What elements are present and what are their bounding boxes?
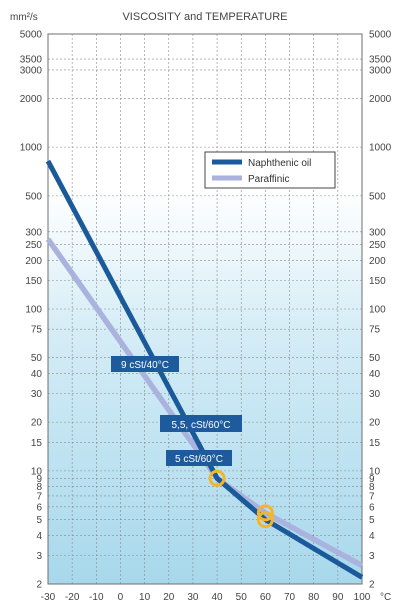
x-tick-label: 100 xyxy=(354,592,371,601)
x-tick-label: 10 xyxy=(139,592,151,601)
y-tick-label: 250 xyxy=(25,240,42,251)
y-tick-label: 75 xyxy=(31,325,43,336)
annotation-label-box xyxy=(166,450,232,466)
y-tick-label: 6 xyxy=(369,502,375,513)
y-tick-label: 200 xyxy=(25,256,42,267)
y-tick-label: 100 xyxy=(25,305,42,316)
y-tick-label: 1000 xyxy=(369,143,392,154)
y-tick-label: 500 xyxy=(25,191,42,202)
y-tick-label: 8 xyxy=(36,482,42,493)
y-tick-label: 75 xyxy=(369,325,381,336)
annotation-markers xyxy=(208,469,274,529)
y-tick-label: 1000 xyxy=(20,143,43,154)
y-tick-label: 500 xyxy=(369,191,386,202)
annotation-5-5cst-60c: 5,5, cSt/60°C xyxy=(160,415,242,432)
y-tick-label: 8 xyxy=(369,482,375,493)
y-tick-label: 5000 xyxy=(369,30,392,41)
y-tick-label: 30 xyxy=(369,389,381,400)
y-tick-label: 300 xyxy=(25,227,42,238)
annotation-label-box xyxy=(160,415,242,432)
y-tick-label: 300 xyxy=(369,227,386,238)
x-axis-unit: °C xyxy=(380,592,391,601)
annotation-label: 9 cSt/40°C xyxy=(121,360,169,371)
legend-label-paraffinic: Paraffinic xyxy=(248,174,290,185)
y-tick-label: 100 xyxy=(369,305,386,316)
plot-border xyxy=(47,33,363,585)
x-tick-label: -30 xyxy=(41,592,56,601)
y-tick-label: 40 xyxy=(31,369,43,380)
annotation-9cst-40c: 9 cSt/40°C xyxy=(111,356,179,372)
annotation-5cst-60c: 5 cSt/60°C xyxy=(166,450,232,466)
y-tick-label: 3 xyxy=(369,551,375,562)
y-tick-label: 2 xyxy=(36,580,42,591)
y-tick-label: 3 xyxy=(36,551,42,562)
y-tick-label: 6 xyxy=(36,502,42,513)
x-tick-label: 60 xyxy=(260,592,272,601)
y-tick-label: 3500 xyxy=(20,55,43,66)
y-tick-label: 40 xyxy=(369,369,381,380)
x-tick-label: 30 xyxy=(187,592,199,601)
y-tick-label: 2 xyxy=(369,580,375,591)
x-tick-label: 90 xyxy=(332,592,344,601)
y-tick-label: 9 xyxy=(369,474,375,485)
y-tick-label: 5000 xyxy=(20,30,43,41)
annotation-label: 5 cSt/60°C xyxy=(175,454,223,465)
y-tick-label: 250 xyxy=(369,240,386,251)
y-tick-label: 15 xyxy=(31,438,43,449)
y-tick-label: 20 xyxy=(369,418,381,429)
legend: Naphthenic oil Paraffinic xyxy=(204,151,336,189)
y-tick-label: 10 xyxy=(31,466,43,477)
x-tick-label: 50 xyxy=(236,592,248,601)
y-tick-label: 5 xyxy=(369,515,375,526)
chart-title: VISCOSITY and TEMPERATURE xyxy=(122,11,287,23)
x-tick-label: 0 xyxy=(118,592,124,601)
x-tick-label: -10 xyxy=(89,592,104,601)
y-tick-label: 15 xyxy=(369,438,381,449)
y-tick-label: 9 xyxy=(36,474,42,485)
y-tick-label: 50 xyxy=(369,353,381,364)
y-tick-label: 5 xyxy=(36,515,42,526)
y-tick-label: 4 xyxy=(36,531,42,542)
y-tick-label: 2000 xyxy=(20,94,43,105)
x-tick-label: 40 xyxy=(212,592,224,601)
x-tick-label: 70 xyxy=(284,592,296,601)
annotation-marker xyxy=(256,511,274,529)
annotation-label: 5,5, cSt/60°C xyxy=(171,420,230,431)
y-tick-label: 2000 xyxy=(369,94,392,105)
x-tick-labels: -30 -20 -10 0 10 20 30 40 50 60 70 80 90 100 xyxy=(41,592,371,601)
legend-label-naphthenic: Naphthenic oil xyxy=(248,158,311,169)
y-tick-label: 10 xyxy=(369,466,381,477)
x-tick-label: 20 xyxy=(163,592,175,601)
y-tick-label: 200 xyxy=(369,256,386,267)
y-tick-label: 4 xyxy=(369,531,375,542)
y-tick-label: 50 xyxy=(31,353,43,364)
y-tick-label: 30 xyxy=(31,389,43,400)
y-tick-label: 3000 xyxy=(20,65,43,76)
annotation-marker xyxy=(208,469,226,487)
y-tick-label: 20 xyxy=(31,418,43,429)
x-tick-label: 80 xyxy=(308,592,320,601)
y-tick-label: 150 xyxy=(25,276,42,287)
y-tick-label: 7 xyxy=(369,491,375,502)
y-tick-label: 7 xyxy=(36,491,42,502)
y-tick-label: 3500 xyxy=(369,55,392,66)
annotation-label-box xyxy=(111,356,179,372)
y-tick-label: 3000 xyxy=(369,65,392,76)
y-axis-unit: mm²/s xyxy=(10,12,38,23)
y-tick-label: 150 xyxy=(369,276,386,287)
x-tick-label: -20 xyxy=(65,592,80,601)
series-line-naphthenic xyxy=(45,159,364,580)
annotation-marker xyxy=(256,504,274,522)
legend-box xyxy=(204,151,336,189)
